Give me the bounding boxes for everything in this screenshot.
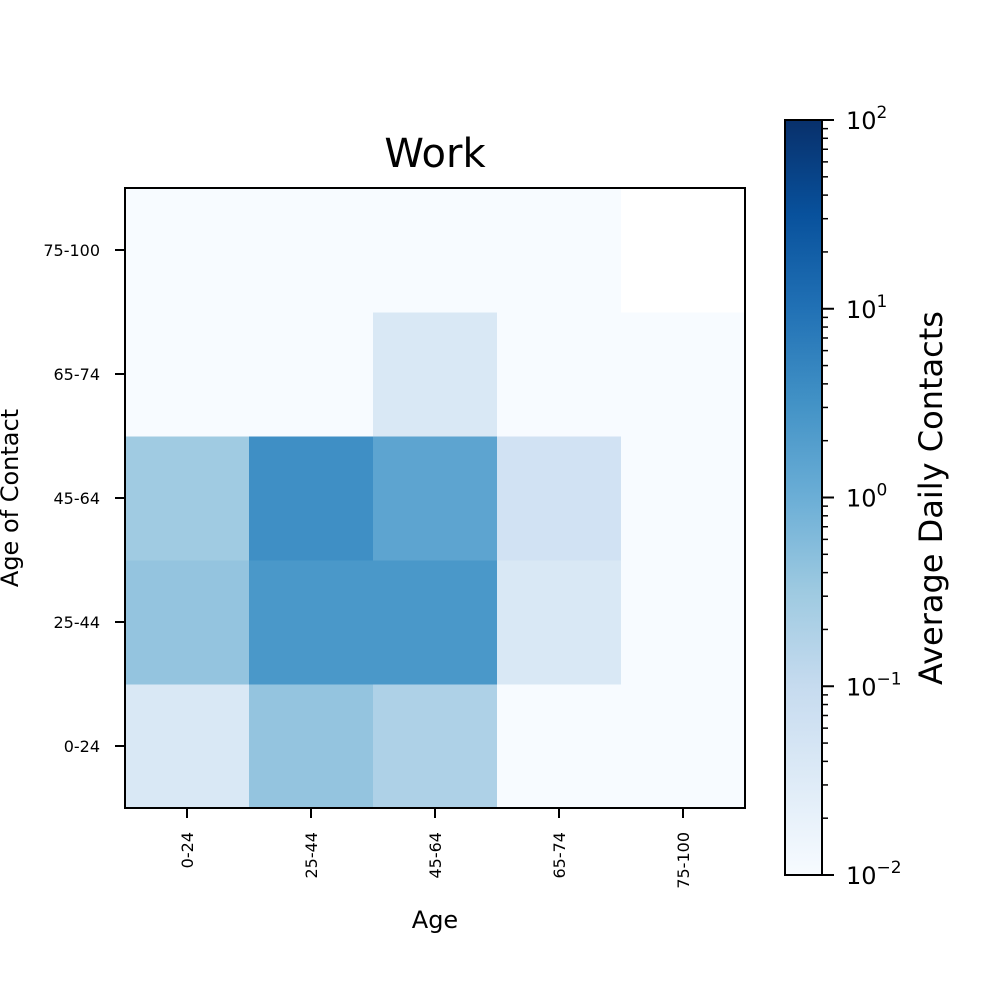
heatmap-cell (249, 312, 374, 437)
heatmap-cell (621, 684, 746, 809)
colorbar-tick-base: 10 (846, 296, 877, 324)
heatmap-cell (125, 436, 250, 561)
x-tick-label: 75-100 (674, 832, 693, 889)
heatmap-cell (373, 436, 498, 561)
heatmap-cell (125, 560, 250, 685)
chart-title: Work (384, 131, 486, 177)
colorbar-tick-label: 101 (846, 292, 887, 324)
heatmap-cell (249, 436, 374, 561)
heatmap-cell (373, 560, 498, 685)
heatmap-cell (497, 684, 622, 809)
colorbar-tick-base: 10 (846, 862, 877, 890)
x-tick-label: 45-64 (426, 832, 445, 879)
colorbar-tick-label: 10−2 (846, 858, 902, 890)
heatmap-cell (497, 312, 622, 437)
heatmap-cell (497, 436, 622, 561)
colorbar-label: Average Daily Contacts (912, 311, 950, 685)
colorbar-tick-base: 10 (846, 673, 877, 701)
heatmap-cell (125, 684, 250, 809)
colorbar (784, 119, 823, 876)
x-axis-ticks: 0-24 25-44 45-64 65-74 75-100 (178, 808, 693, 889)
colorbar-tick-exponent: 2 (877, 103, 888, 123)
colorbar-tick-exponent: 1 (877, 292, 888, 312)
heatmap-cell (249, 188, 374, 313)
x-tick-label: 25-44 (302, 832, 321, 879)
colorbar-tick-label: 102 (846, 103, 887, 135)
heatmap-cell (125, 312, 250, 437)
colorbar-tick-exponent: −2 (877, 858, 902, 878)
heatmap-cell (373, 188, 498, 313)
y-axis-label: Age of Contact (0, 409, 24, 587)
x-tick-label: 65-74 (550, 832, 569, 879)
colorbar-tick-label: 100 (846, 481, 887, 513)
y-tick-label: 0-24 (64, 737, 100, 756)
colorbar-tick-label: 10−1 (846, 669, 902, 701)
heatmap-cell (125, 188, 250, 313)
colorbar-tick-base: 10 (846, 485, 877, 513)
heatmap-cell (621, 560, 746, 685)
colorbar-tick-exponent: 0 (877, 481, 888, 501)
x-axis-label: Age (412, 906, 458, 934)
heatmap-cell (621, 188, 746, 313)
heatmap-cell (373, 312, 498, 437)
y-tick-label: 45-64 (54, 489, 101, 508)
heatmap-cells (125, 188, 746, 809)
heatmap-cell (249, 684, 374, 809)
colorbar-tick-exponent: −1 (877, 669, 902, 689)
y-tick-label: 25-44 (54, 613, 101, 632)
heatmap-cell (249, 560, 374, 685)
heatmap-cell (497, 560, 622, 685)
y-tick-label: 65-74 (54, 365, 101, 384)
y-tick-label: 75-100 (43, 241, 100, 260)
heatmap-cell (373, 684, 498, 809)
y-axis-ticks: 0-24 25-44 45-64 65-74 75-100 (43, 241, 125, 756)
heatmap-cell (621, 312, 746, 437)
x-tick-label: 0-24 (178, 832, 197, 868)
colorbar-tick-base: 10 (846, 107, 877, 135)
heatmap-cell (497, 188, 622, 313)
heatmap-cell (621, 436, 746, 561)
